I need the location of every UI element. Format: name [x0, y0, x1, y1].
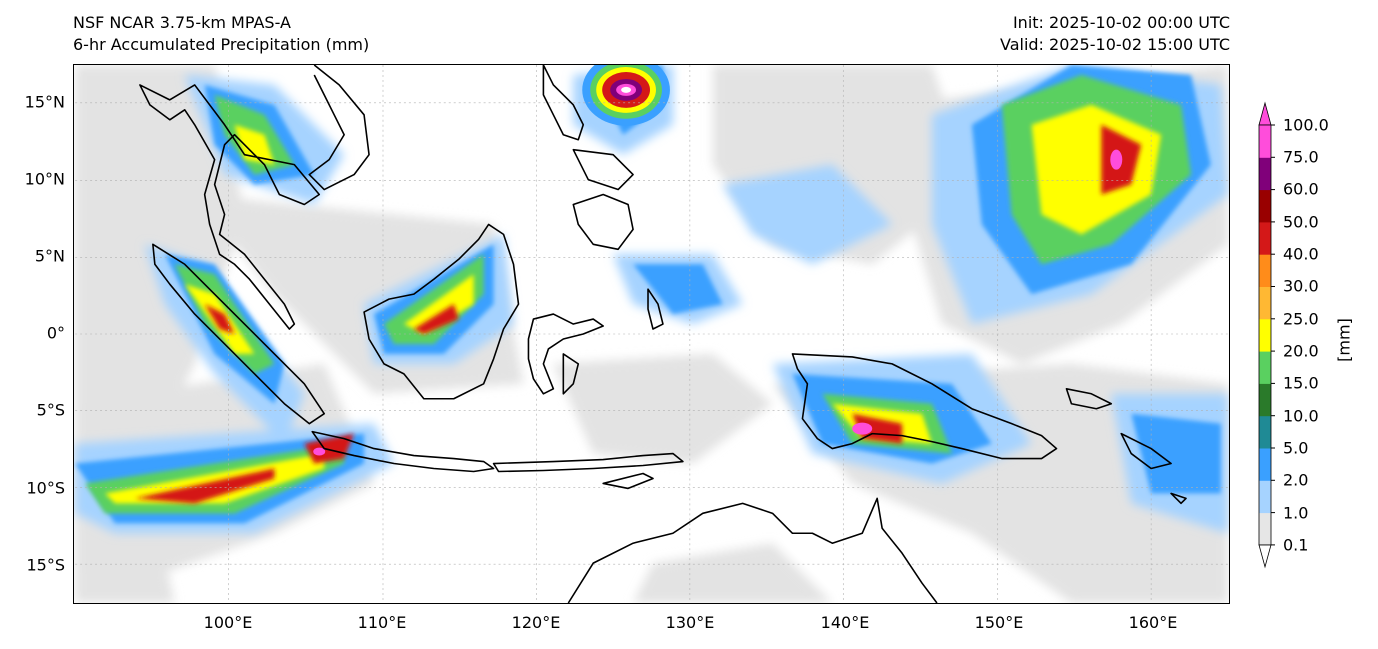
- colorbar-level-label: 50.0: [1283, 212, 1319, 232]
- colorbar-swatch: [1259, 221, 1271, 255]
- precipitation-map: [73, 64, 1230, 604]
- lat-tick-label: 0°: [46, 323, 65, 343]
- coast-new-britain: [1065, 387, 1113, 410]
- colorbar-level-label: 25.0: [1283, 309, 1319, 329]
- colorbar-swatch: [1259, 512, 1271, 546]
- lon-tick-label: 110°E: [357, 613, 407, 632]
- colorbar-level-label: 1.0: [1283, 503, 1309, 523]
- colorbar-swatch: [1259, 383, 1271, 417]
- colorbar-swatch: [1259, 286, 1271, 320]
- lon-tick-label: 120°E: [511, 613, 561, 632]
- typhoon-cell: [582, 65, 670, 126]
- colorbar-outline: [1258, 124, 1272, 546]
- colorbar-level-label: 40.0: [1283, 244, 1319, 264]
- coast-indochina: [139, 84, 321, 330]
- colorbar-unit-label: [mm]: [1334, 318, 1354, 362]
- colorbar: [1258, 101, 1275, 569]
- valid-time: Valid: 2025-10-02 15:00 UTC: [999, 35, 1230, 54]
- lon-tick-label: 100°E: [203, 613, 253, 632]
- coast-halmahera: [647, 288, 664, 330]
- coast-borneo: [363, 223, 520, 400]
- field-title: 6-hr Accumulated Precipitation (mm): [73, 35, 370, 54]
- lon-tick-label: 130°E: [665, 613, 715, 632]
- colorbar-level-label: 100.0: [1283, 115, 1329, 135]
- lat-tick-label: 15°N: [24, 92, 65, 112]
- colorbar-swatch: [1259, 448, 1271, 481]
- coast-lesser-sunda: [492, 452, 684, 473]
- colorbar-level-label: 60.0: [1283, 179, 1319, 199]
- colorbar-extend-min: [1258, 544, 1272, 569]
- lat-tick-label: 10°N: [24, 169, 65, 189]
- lat-tick-label: 15°S: [26, 555, 65, 575]
- colorbar-extend-max: [1258, 101, 1272, 126]
- colorbar-swatch: [1259, 415, 1271, 449]
- colorbar-swatch: [1259, 125, 1271, 158]
- coast-sumatra: [152, 243, 326, 425]
- init-time: Init: 2025-10-02 00:00 UTC: [1012, 13, 1230, 32]
- colorbar-level-label: 10.0: [1283, 406, 1319, 426]
- coastlines: [139, 65, 1187, 603]
- lon-tick-label: 140°E: [820, 613, 870, 632]
- colorbar-level-label: 0.1: [1283, 535, 1309, 555]
- colorbar-level-label: 5.0: [1283, 438, 1309, 458]
- colorbar-swatch: [1259, 318, 1271, 352]
- coast-indochina-east: [308, 65, 370, 191]
- lon-tick-label: 150°E: [974, 613, 1024, 632]
- lat-tick-label: 5°N: [34, 246, 65, 266]
- lon-tick-label: 160°E: [1128, 613, 1178, 632]
- colorbar-swatch: [1259, 254, 1271, 287]
- coast-solomons: [1120, 432, 1187, 505]
- coast-sulawesi: [527, 313, 604, 395]
- coast-australia: [567, 497, 938, 603]
- lat-tick-label: 5°S: [36, 400, 65, 420]
- colorbar-level-label: 30.0: [1283, 276, 1319, 296]
- colorbar-swatch: [1259, 480, 1271, 514]
- coast-philippines-luzon: [542, 65, 585, 141]
- map-canvas: [75, 65, 1228, 603]
- colorbar-level-label: 2.0: [1283, 470, 1309, 490]
- colorbar-swatch: [1259, 189, 1271, 223]
- coast-java: [311, 430, 495, 473]
- coast-new-guinea: [791, 353, 1058, 460]
- colorbar-swatch: [1259, 157, 1271, 191]
- colorbar-level-label: 20.0: [1283, 341, 1319, 361]
- coast-timor: [602, 472, 654, 490]
- coast-philippines-visayas: [572, 148, 634, 191]
- coast-philippines-mindanao: [572, 193, 634, 251]
- precip-magenta: [313, 149, 1123, 456]
- lat-tick-label: 10°S: [26, 478, 65, 498]
- model-title: NSF NCAR 3.75-km MPAS-A: [73, 13, 291, 32]
- colorbar-level-label: 75.0: [1283, 147, 1319, 167]
- colorbar-swatch: [1259, 351, 1271, 384]
- colorbar-level-label: 15.0: [1283, 373, 1319, 393]
